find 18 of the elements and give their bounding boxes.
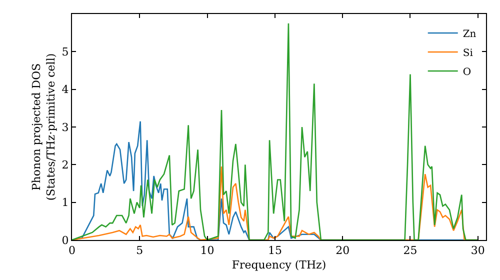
y-tick-label: 2 [62, 158, 69, 172]
legend-label: O [462, 66, 472, 78]
x-tick-label: 10 [200, 244, 214, 258]
line-series [72, 22, 479, 240]
legend-label: Si [462, 48, 473, 59]
x-tick-label: 5 [136, 244, 144, 258]
y-tick-label: 5 [62, 46, 69, 59]
y-tick-label: 0 [62, 234, 69, 247]
y-tick-label: 3 [62, 120, 69, 134]
y-tick-label: 4 [62, 83, 69, 96]
x-tick-label: 30 [470, 244, 485, 258]
y-axis-title: Phonon projected DOS (States/THz·primitive cell) [30, 53, 58, 201]
y-tick-label: 1 [62, 196, 69, 210]
x-tick-label: 20 [336, 244, 350, 258]
legend-label: Zn [462, 28, 477, 40]
x-tick-label: 15 [268, 244, 282, 258]
x-axis-title: Frequency (THz) [232, 258, 326, 272]
x-tick-label: 25 [403, 244, 418, 258]
